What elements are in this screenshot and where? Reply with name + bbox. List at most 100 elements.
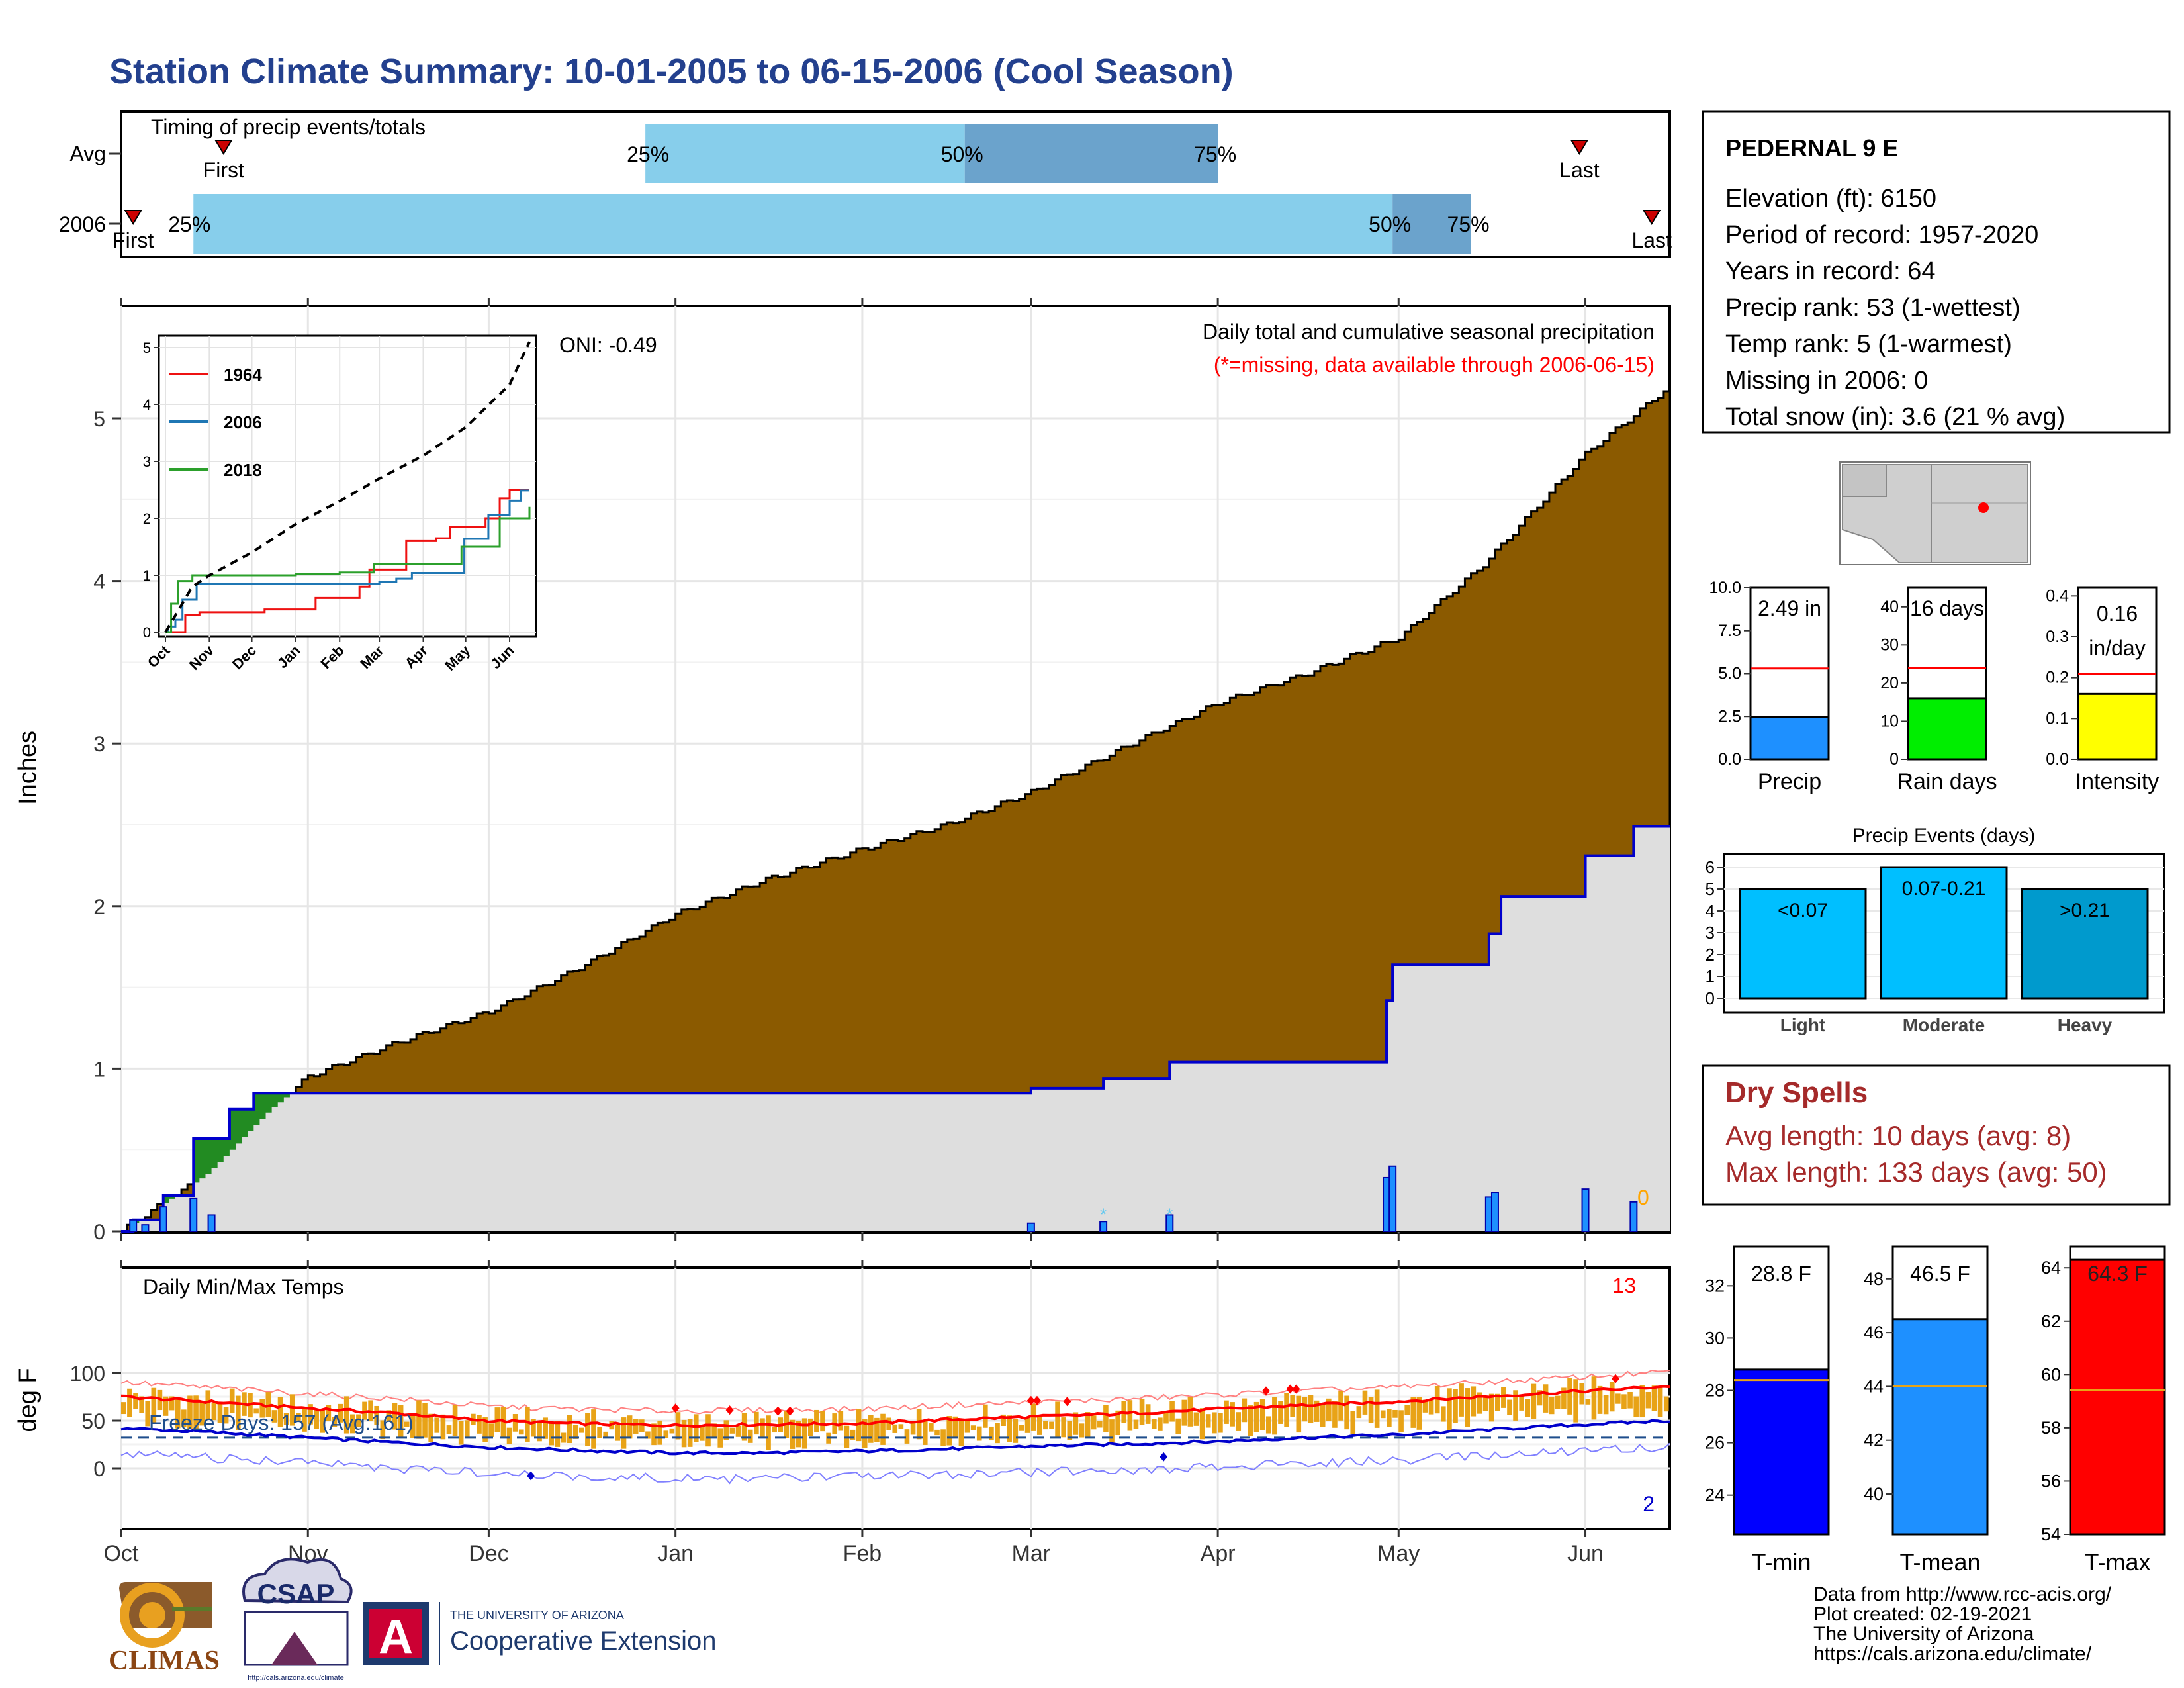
temp-summary-category-label: T-max bbox=[2084, 1548, 2150, 1575]
daily-temp-range-bar bbox=[410, 1413, 416, 1438]
daily-temp-range-bar bbox=[1296, 1395, 1302, 1433]
daily-temp-range-bar bbox=[1158, 1417, 1163, 1431]
footer-line-3: https://cals.arizona.edu/climate/ bbox=[1813, 1643, 2092, 1665]
daily-temp-range-bar bbox=[1609, 1382, 1615, 1412]
daily-temp-range-bar bbox=[525, 1407, 530, 1442]
inset-y-tick-label: 1 bbox=[143, 567, 151, 584]
temp-summary-y-tick-label: 54 bbox=[2041, 1524, 2061, 1544]
daily-temp-range-bar bbox=[193, 1395, 199, 1430]
daily-temp-range-bar bbox=[1019, 1425, 1024, 1431]
daily-temp-range-bar bbox=[741, 1413, 747, 1441]
daily-temp-range-bar bbox=[1218, 1413, 1223, 1433]
daily-temp-range-bar bbox=[314, 1409, 319, 1429]
temp-summary-value-label: 28.8 F bbox=[1751, 1262, 1811, 1286]
temp-summary-y-tick-label: 64 bbox=[2041, 1258, 2061, 1278]
legend-2018: 2018 bbox=[224, 460, 262, 480]
oni-label: ONI: -0.49 bbox=[559, 333, 657, 357]
daily-temp-range-bar bbox=[989, 1426, 994, 1441]
season-totals-charts: 0.0 2.5 5.0 7.5 10.0 Precip 0 10 20 30 40 Rain days… bbox=[1709, 579, 2159, 794]
daily-precip-bar bbox=[1099, 1221, 1108, 1233]
timing-bar-upper-avg bbox=[964, 124, 1218, 183]
daily-temp-range-bar bbox=[1603, 1395, 1609, 1415]
ua-small-text: THE UNIVERSITY OF ARIZONA bbox=[450, 1609, 624, 1622]
temp-summary-y-tick-label: 32 bbox=[1705, 1276, 1725, 1295]
daily-temp-range-bar bbox=[1374, 1389, 1380, 1428]
events-bar-moderate bbox=[1880, 866, 2008, 1000]
record-high-marker bbox=[1292, 1384, 1300, 1394]
daily-temp-range-bar bbox=[1253, 1401, 1259, 1432]
daily-precip-bar bbox=[1388, 1165, 1397, 1233]
timing-bar-upper-y2006 bbox=[1392, 194, 1471, 254]
daily-temp-range-bar bbox=[1633, 1396, 1639, 1417]
daily-temp-range-bar bbox=[585, 1413, 590, 1446]
daily-temp-range-bar bbox=[392, 1403, 398, 1430]
daily-temp-range-bar bbox=[1513, 1390, 1518, 1421]
daily-temp-range-bar bbox=[1639, 1385, 1645, 1418]
temp-x-tick-label: Jan bbox=[657, 1541, 694, 1566]
daily-temp-range-bar bbox=[1049, 1421, 1054, 1429]
daily-temp-range-bar bbox=[1428, 1399, 1434, 1415]
daily-temp-range-bar bbox=[416, 1400, 422, 1439]
footer-credits: Data from http://www.rcc-acis.org/ Plot … bbox=[1813, 1583, 2112, 1665]
daily-temp-range-bar bbox=[572, 1425, 578, 1439]
record-highs-count: 13 bbox=[1612, 1274, 1636, 1297]
record-high-marker bbox=[786, 1406, 794, 1416]
inset-y-tick-label: 2 bbox=[143, 510, 151, 527]
daily-temp-range-bar bbox=[1573, 1379, 1578, 1423]
daily-temp-range-bar bbox=[434, 1417, 440, 1433]
daily-temp-range-bar bbox=[422, 1403, 428, 1438]
daily-temp-range-bar bbox=[398, 1405, 404, 1438]
daily-temp-range-bar bbox=[482, 1417, 488, 1442]
daily-temp-range-bar bbox=[1043, 1421, 1048, 1430]
inset-y-tick-label: 4 bbox=[143, 397, 151, 413]
station-location-marker bbox=[1978, 502, 1989, 513]
temp-y-tick-label: 0 bbox=[93, 1457, 105, 1481]
daily-temp-range-bar bbox=[627, 1415, 633, 1439]
daily-temp-range-bar bbox=[1561, 1387, 1567, 1409]
daily-temp-range-bar bbox=[1615, 1393, 1621, 1404]
daily-temp-range-bar bbox=[958, 1420, 964, 1446]
precip-y-tick-label: 3 bbox=[93, 732, 105, 756]
info-line-6: Total snow (in): 3.6 (21 % avg) bbox=[1725, 403, 2065, 431]
daily-temp-range-bar bbox=[235, 1395, 241, 1430]
season-bar-1 bbox=[1907, 697, 1987, 761]
temp-bar-t-mean bbox=[1891, 1318, 1989, 1536]
info-line-4: Temp rank: 5 (1-warmest) bbox=[1725, 330, 2012, 358]
daily-temp-range-bar bbox=[1007, 1415, 1013, 1443]
daily-temp-range-bar bbox=[1555, 1395, 1561, 1409]
temp-summary-category-label: T-min bbox=[1752, 1548, 1811, 1575]
daily-temp-range-bar bbox=[1091, 1415, 1097, 1430]
daily-temp-range-bar bbox=[1416, 1397, 1422, 1430]
precip-panel: * * 0 1 2 3 4 5 Inches Daily total and cumulat… bbox=[14, 298, 1671, 1244]
daily-temp-range-bar bbox=[603, 1431, 609, 1437]
daily-temp-range-bar bbox=[946, 1416, 952, 1446]
daily-temp-range-bar bbox=[1133, 1419, 1139, 1429]
timing-bar-lower-y2006 bbox=[193, 194, 1393, 254]
daily-temp-range-bar bbox=[723, 1420, 729, 1440]
temp-summary-y-tick-label: 30 bbox=[1705, 1328, 1725, 1348]
daily-temp-range-bar bbox=[669, 1428, 675, 1434]
daily-temp-range-bar bbox=[349, 1414, 355, 1434]
record-high-marker bbox=[1286, 1384, 1295, 1394]
info-line-1: Period of record: 1957-2020 bbox=[1725, 221, 2038, 249]
record-high-marker bbox=[1032, 1395, 1041, 1405]
daily-temp-range-bar bbox=[657, 1420, 662, 1445]
daily-temp-range-bar bbox=[271, 1410, 277, 1423]
daily-temp-range-bar bbox=[386, 1410, 392, 1421]
daily-temp-range-bar bbox=[477, 1415, 482, 1434]
daily-temp-range-bar bbox=[1585, 1399, 1591, 1405]
daily-temp-range-bar bbox=[886, 1417, 891, 1430]
daily-temp-range-bar bbox=[916, 1409, 922, 1440]
daily-temp-range-bar bbox=[446, 1425, 452, 1434]
temp-summary-y-tick-label: 42 bbox=[1864, 1430, 1884, 1450]
station-info-box: PEDERNAL 9 E Elevation (ft): 6150 Period… bbox=[1702, 110, 2171, 434]
daily-precip-bar bbox=[1629, 1201, 1638, 1232]
inset-line-avg bbox=[164, 341, 531, 633]
season-y-tick-label: 0.0 bbox=[1718, 750, 1741, 769]
info-line-0: Elevation (ft): 6150 bbox=[1725, 185, 1936, 212]
daily-temp-range-bar bbox=[1067, 1421, 1073, 1440]
daily-temp-range-bar bbox=[1236, 1412, 1242, 1431]
season-bar-0 bbox=[1749, 716, 1830, 761]
first-label-avg: First bbox=[203, 158, 244, 182]
